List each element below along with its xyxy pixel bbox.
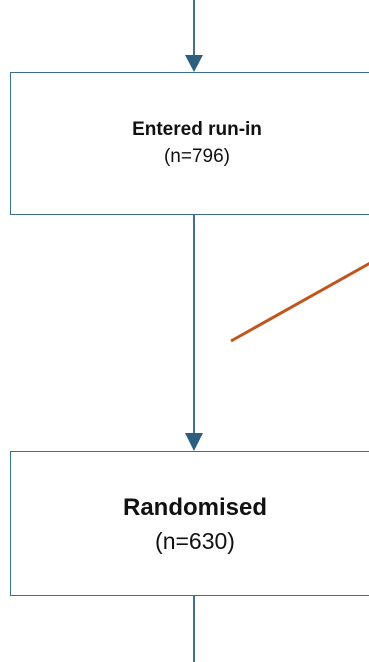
entered-run-in-box: Entered run-in (n=796) (10, 72, 369, 215)
randomised-count: (n=630) (155, 527, 235, 554)
arrowhead-into-randomised (185, 433, 203, 451)
entered-run-in-title: Entered run-in (132, 118, 262, 140)
entered-run-in-count: (n=796) (163, 145, 231, 167)
exclusion-branch-line (230, 261, 369, 343)
randomised-title: Randomised (122, 493, 268, 521)
arrowhead-into-entered-run-in (185, 55, 203, 72)
randomised-box: Randomised (n=630) (10, 451, 369, 596)
